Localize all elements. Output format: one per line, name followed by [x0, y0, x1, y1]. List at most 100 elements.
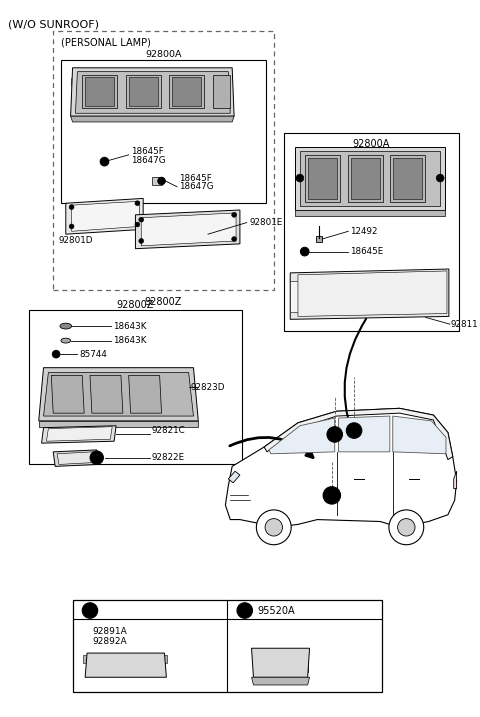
- Bar: [72, 600, 382, 692]
- Polygon shape: [252, 648, 310, 678]
- Polygon shape: [71, 68, 234, 116]
- Circle shape: [232, 237, 237, 242]
- Ellipse shape: [60, 323, 72, 329]
- Bar: [163, 655, 168, 663]
- Polygon shape: [66, 199, 143, 234]
- Bar: [278, 661, 290, 673]
- Text: b: b: [351, 426, 357, 435]
- Polygon shape: [228, 471, 240, 483]
- Circle shape: [103, 160, 107, 163]
- Bar: [228, 96, 232, 103]
- Polygon shape: [308, 158, 336, 199]
- Ellipse shape: [61, 338, 71, 343]
- Text: a: a: [87, 606, 93, 615]
- Bar: [228, 78, 232, 86]
- Polygon shape: [213, 75, 230, 108]
- Circle shape: [389, 510, 424, 545]
- Polygon shape: [53, 450, 99, 466]
- Circle shape: [232, 212, 237, 217]
- Polygon shape: [252, 678, 310, 685]
- Bar: [29, 310, 242, 465]
- Text: 92892A: 92892A: [92, 637, 127, 646]
- Polygon shape: [290, 280, 310, 312]
- Polygon shape: [135, 210, 240, 249]
- Polygon shape: [298, 271, 447, 316]
- Circle shape: [323, 487, 340, 504]
- Polygon shape: [57, 452, 95, 465]
- Circle shape: [135, 201, 140, 206]
- Bar: [71, 96, 74, 103]
- Circle shape: [135, 222, 140, 227]
- Text: 12492: 12492: [350, 227, 378, 236]
- Circle shape: [300, 247, 309, 256]
- Circle shape: [303, 250, 307, 254]
- Polygon shape: [295, 147, 445, 210]
- Text: 18647G: 18647G: [131, 156, 165, 165]
- Circle shape: [82, 603, 98, 618]
- Bar: [114, 661, 126, 673]
- Bar: [153, 661, 165, 673]
- Circle shape: [90, 451, 104, 465]
- Polygon shape: [295, 210, 445, 216]
- Text: 92801E: 92801E: [250, 218, 283, 227]
- Text: b: b: [241, 606, 248, 615]
- Text: 92823D: 92823D: [191, 383, 225, 391]
- Polygon shape: [269, 418, 335, 454]
- Circle shape: [296, 174, 304, 182]
- Text: 92822E: 92822E: [152, 453, 185, 462]
- Text: 92891A: 92891A: [92, 627, 127, 636]
- Text: 92821C: 92821C: [152, 426, 186, 435]
- Polygon shape: [85, 77, 114, 105]
- Text: 92800A: 92800A: [353, 139, 390, 149]
- Bar: [95, 661, 107, 673]
- Text: (PERSONAL LAMP): (PERSONAL LAMP): [61, 37, 151, 47]
- Bar: [135, 661, 147, 673]
- Polygon shape: [348, 155, 383, 202]
- Text: 18645F: 18645F: [179, 174, 212, 183]
- Circle shape: [256, 510, 291, 545]
- Text: 18647G: 18647G: [179, 182, 214, 191]
- Bar: [61, 60, 266, 203]
- Polygon shape: [129, 376, 162, 413]
- Text: 92800A: 92800A: [145, 49, 182, 59]
- Text: 85744: 85744: [79, 350, 107, 358]
- Polygon shape: [42, 426, 116, 443]
- Text: 18645F: 18645F: [131, 148, 163, 156]
- Circle shape: [327, 427, 342, 442]
- Circle shape: [237, 603, 252, 618]
- Text: 95520A: 95520A: [257, 606, 295, 615]
- Text: 18645E: 18645E: [350, 247, 384, 256]
- Bar: [285, 133, 458, 331]
- Circle shape: [158, 177, 166, 185]
- Polygon shape: [51, 376, 84, 413]
- Circle shape: [347, 423, 362, 438]
- Bar: [296, 661, 308, 673]
- Polygon shape: [126, 75, 161, 108]
- Polygon shape: [44, 373, 193, 416]
- Circle shape: [139, 217, 144, 222]
- Polygon shape: [47, 427, 112, 441]
- Polygon shape: [351, 158, 380, 199]
- Circle shape: [139, 239, 144, 243]
- Circle shape: [69, 204, 74, 209]
- Polygon shape: [393, 158, 422, 199]
- Bar: [259, 661, 271, 673]
- Text: 92800Z: 92800Z: [145, 297, 182, 307]
- Text: a: a: [332, 430, 337, 439]
- Text: a: a: [329, 491, 335, 500]
- Polygon shape: [264, 408, 453, 460]
- Text: 92800Z: 92800Z: [117, 300, 154, 310]
- Polygon shape: [141, 213, 236, 246]
- Text: 18643K: 18643K: [113, 322, 147, 331]
- Text: 18643K: 18643K: [113, 336, 147, 345]
- Circle shape: [265, 518, 283, 536]
- Circle shape: [69, 224, 74, 229]
- Circle shape: [100, 157, 109, 166]
- Bar: [316, 236, 322, 242]
- Polygon shape: [226, 408, 456, 527]
- Polygon shape: [39, 368, 198, 421]
- Polygon shape: [172, 77, 201, 105]
- Bar: [53, 31, 274, 290]
- Polygon shape: [390, 155, 425, 202]
- Bar: [83, 655, 88, 663]
